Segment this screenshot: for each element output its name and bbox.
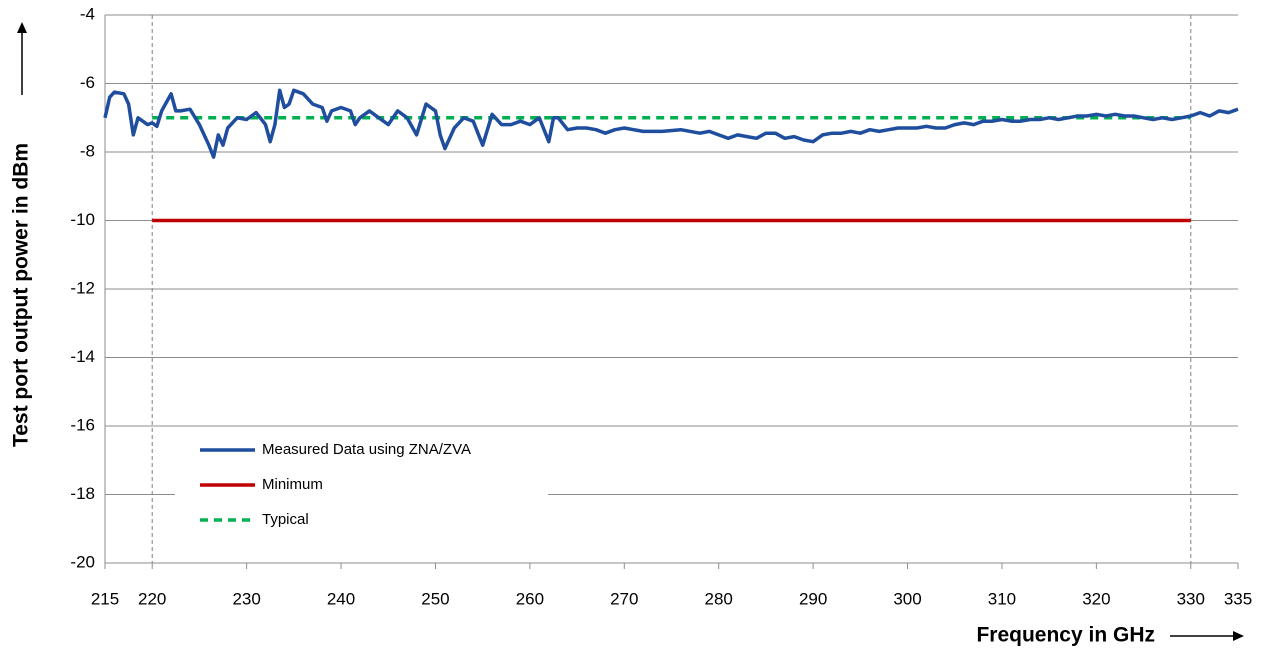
y-tick-label: -20 [70, 552, 95, 571]
y-tick-label: -4 [80, 4, 95, 23]
x-tick-label: 270 [610, 589, 638, 608]
y-arrowhead [17, 22, 27, 33]
series-line [103, 88, 1239, 159]
x-tick-label: 280 [705, 589, 733, 608]
y-tick-label: -14 [70, 347, 95, 366]
y-tick-label: -8 [80, 141, 95, 160]
legend-label: Measured Data using ZNA/ZVA [262, 441, 471, 458]
y-tick-label: -6 [80, 73, 95, 92]
x-tick-label: 250 [421, 589, 449, 608]
x-tick-label: 290 [799, 589, 827, 608]
x-tick-label: 335 [1224, 589, 1252, 608]
y-tick-label: -18 [70, 484, 95, 503]
y-tick-label: -16 [70, 415, 95, 434]
x-tick-label: 215 [91, 589, 119, 608]
x-tick-label: 330 [1177, 589, 1205, 608]
y-tick-label: -12 [70, 278, 95, 297]
x-tick-label: 230 [232, 589, 260, 608]
x-tick-label: 240 [327, 589, 355, 608]
x-tick-label: 260 [516, 589, 544, 608]
legend-label: Typical [262, 511, 309, 528]
y-tick-label: -10 [70, 210, 95, 229]
y-axis-title: Test port output power in dBm [10, 143, 33, 447]
x-tick-label: 220 [138, 589, 166, 608]
x-axis-title: Frequency in GHz [976, 624, 1155, 647]
x-tick-label: 300 [893, 589, 921, 608]
x-arrowhead [1233, 631, 1244, 641]
plot-area: -4 -6 -8 -10 -12 -14 -16 -18 -20 215 220 230 240 250 2… [70, 4, 1252, 608]
x-tick-label: 320 [1082, 589, 1110, 608]
legend-label: Minimum [262, 476, 323, 493]
x-tick-label: 310 [988, 589, 1016, 608]
